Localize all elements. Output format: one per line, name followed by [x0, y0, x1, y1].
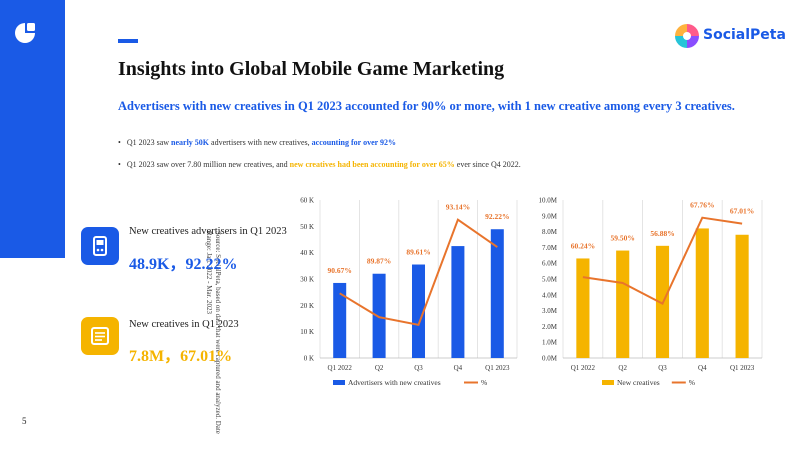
- bar: [333, 282, 347, 358]
- bar: [616, 250, 630, 358]
- page-number: 5: [22, 416, 27, 426]
- percent-data-label: 89.87%: [367, 257, 391, 266]
- y-tick-label: 40 K: [300, 249, 314, 257]
- bar: [372, 273, 386, 358]
- bullet-1-text-b: advertisers with new creatives,: [209, 138, 312, 147]
- y-tick-label: 50 K: [300, 223, 314, 231]
- percent-data-label: 67.01%: [730, 207, 754, 216]
- y-tick-label: 1.0M: [542, 339, 558, 347]
- legend-bar-label: New creatives: [617, 378, 660, 387]
- brand-logo-icon: [675, 24, 699, 48]
- y-tick-label: 8.0M: [542, 228, 558, 236]
- x-tick-label: Q3: [658, 364, 667, 372]
- page-title: Insights into Global Mobile Game Marketi…: [118, 58, 505, 80]
- creatives-chart-svg: 0.0M 1.0M 2.0M 3.0M 4.0M 5.0M 6.0M 7.0M 8.0M 9.0M…: [539, 197, 763, 387]
- percent-line: [582, 216, 743, 306]
- legend-line-label: %: [481, 378, 487, 387]
- y-tick-label: 20 K: [300, 302, 314, 310]
- bar: [411, 264, 426, 358]
- bar: [576, 258, 590, 358]
- side-accent-bar: [0, 0, 65, 258]
- brand-mark-icon: [15, 23, 35, 43]
- brand-logo: SocialPeta: [674, 23, 788, 51]
- kpi-advertisers-label: New creatives advertisers in Q1 2023: [129, 226, 287, 237]
- kpi-creatives-label: New creatives in Q1 2023: [129, 319, 239, 330]
- bullet-1-text-a: Q1 2023 saw: [126, 138, 172, 147]
- legend-bar-label: Advertisers with new creatives: [348, 378, 441, 387]
- bullet-2-text-a: Q1 2023 saw over 7.80 million new creati…: [126, 160, 290, 169]
- percent-data-label: 93.14%: [446, 203, 470, 212]
- x-tick-label: Q1 2023: [730, 364, 755, 372]
- legend-bar-swatch: [333, 380, 345, 385]
- y-tick-label: 3.0M: [542, 307, 558, 315]
- x-tick-label: Q1 2022: [328, 364, 353, 372]
- page-subtitle: Advertisers with new creatives in Q1 202…: [118, 99, 735, 113]
- percent-line: [339, 218, 498, 327]
- bullet-1-highlight-b: accounting for over 92%: [311, 138, 397, 147]
- title-accent-dash: [118, 39, 138, 43]
- legend-bar-swatch: [602, 380, 614, 385]
- advertisers-chart-svg: 0 K 10 K 20 K 30 K 40 K 50 K 60 K Q1 2022 Q2 Q3 Q4…: [300, 197, 518, 387]
- percent-data-label: 90.67%: [328, 266, 352, 275]
- y-tick-label: 0 K: [304, 355, 314, 363]
- x-tick-label: Q1 2023: [485, 364, 510, 372]
- y-tick-label: 30 K: [300, 276, 314, 284]
- advertisers-chart: 0 K 10 K 20 K 30 K 40 K 50 K 60 K Q1 2022 Q2 Q3 Q4…: [285, 190, 525, 395]
- kpi-creatives-value: 7.8M，67.01%: [129, 348, 233, 365]
- creative-card-icon: [81, 317, 119, 355]
- bullet-2-highlight: new creatives had been accounting for ov…: [289, 160, 455, 169]
- percent-data-label: 59.50%: [611, 234, 635, 243]
- y-tick-label: 6.0M: [542, 260, 558, 268]
- y-tick-label: 7.0M: [542, 244, 558, 252]
- legend-line-label: %: [689, 378, 695, 387]
- x-tick-label: Q3: [414, 364, 423, 372]
- y-tick-label: 5.0M: [542, 276, 558, 284]
- y-tick-label: 0.0M: [542, 355, 558, 363]
- x-tick-label: Q1 2022: [571, 364, 596, 372]
- source-note: Source: SocialPeta, based on data that w…: [205, 231, 222, 434]
- percent-data-label: 67.76%: [690, 201, 714, 210]
- bar: [695, 228, 709, 358]
- creatives-chart: 0.0M 1.0M 2.0M 3.0M 4.0M 5.0M 6.0M 7.0M 8.0M 9.0M…: [530, 190, 770, 395]
- x-tick-label: Q4: [698, 364, 707, 372]
- bullet-2: • Q1 2023 saw over 7.80 million new creat…: [118, 160, 521, 169]
- y-tick-label: 9.0M: [542, 212, 558, 220]
- y-tick-label: 10 K: [300, 328, 314, 336]
- bar: [735, 234, 749, 358]
- percent-data-label: 92.22%: [485, 212, 509, 221]
- y-tick-label: 10.0M: [539, 197, 558, 205]
- bullet-1-highlight-a: nearly 50K: [171, 138, 210, 147]
- bullet-1: • Q1 2023 saw nearly 50K advertisers with…: [118, 138, 396, 147]
- y-tick-label: 2.0M: [542, 323, 558, 331]
- bullet-dot: •: [118, 138, 121, 147]
- kpi-advertisers-value: 48.9K，92.22%: [129, 256, 238, 273]
- percent-data-label: 89.61%: [406, 248, 430, 257]
- x-tick-label: Q2: [375, 364, 384, 372]
- percent-data-label: 56.88%: [650, 229, 674, 238]
- percent-data-label: 60.24%: [571, 241, 595, 250]
- bullet-dot: •: [118, 160, 121, 169]
- y-tick-label: 60 K: [300, 197, 314, 205]
- bar: [451, 246, 465, 358]
- x-tick-label: Q4: [454, 364, 463, 372]
- game-controller-icon: [81, 227, 119, 265]
- brand-name: SocialPeta: [703, 27, 786, 43]
- x-tick-label: Q2: [618, 364, 627, 372]
- bullet-2-text-b: ever since Q4 2022.: [454, 160, 521, 169]
- y-tick-label: 4.0M: [542, 291, 558, 299]
- bar: [490, 229, 504, 358]
